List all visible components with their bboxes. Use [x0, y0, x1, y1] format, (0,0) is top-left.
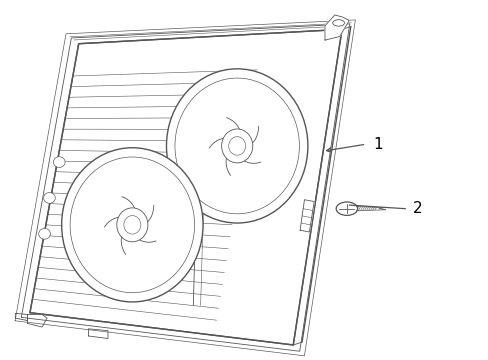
Ellipse shape: [117, 208, 147, 242]
Ellipse shape: [221, 129, 252, 163]
Polygon shape: [27, 315, 47, 327]
Polygon shape: [30, 30, 341, 345]
Ellipse shape: [123, 216, 141, 234]
Ellipse shape: [332, 20, 344, 26]
Ellipse shape: [43, 193, 55, 203]
Text: 1: 1: [373, 137, 383, 152]
Ellipse shape: [39, 228, 50, 239]
Ellipse shape: [70, 157, 194, 293]
Ellipse shape: [61, 148, 203, 302]
Ellipse shape: [166, 69, 307, 223]
Polygon shape: [15, 314, 27, 320]
Ellipse shape: [53, 157, 65, 167]
Ellipse shape: [335, 202, 357, 215]
Ellipse shape: [175, 78, 299, 214]
Ellipse shape: [228, 137, 245, 155]
Polygon shape: [325, 15, 348, 40]
Text: 2: 2: [412, 201, 422, 216]
Polygon shape: [88, 329, 108, 338]
Polygon shape: [300, 200, 314, 232]
